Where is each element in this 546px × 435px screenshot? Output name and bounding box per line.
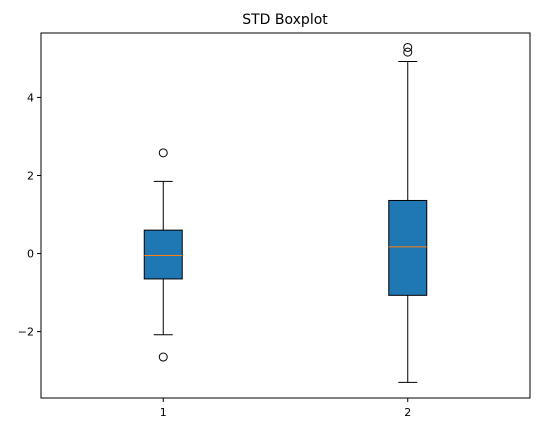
box-body	[143, 229, 183, 280]
plot-frame	[40, 32, 531, 399]
x-tick-label: 1	[160, 406, 167, 419]
outlier-point	[403, 47, 413, 57]
y-axis: −2 0 2 4	[18, 91, 41, 339]
y-tick-label: −2	[18, 326, 34, 339]
outlier-point	[158, 352, 168, 362]
boxes-group	[143, 42, 428, 383]
chart-title: STD Boxplot	[242, 12, 328, 28]
y-tick-label: 4	[27, 91, 34, 104]
box-2	[388, 42, 428, 383]
box-body	[388, 199, 428, 296]
y-tick-label: 0	[27, 248, 34, 261]
outlier-point	[403, 42, 413, 52]
box-1	[143, 148, 183, 362]
outlier-point	[158, 148, 168, 158]
x-tick-label: 2	[404, 406, 411, 419]
y-tick-label: 2	[27, 169, 34, 182]
